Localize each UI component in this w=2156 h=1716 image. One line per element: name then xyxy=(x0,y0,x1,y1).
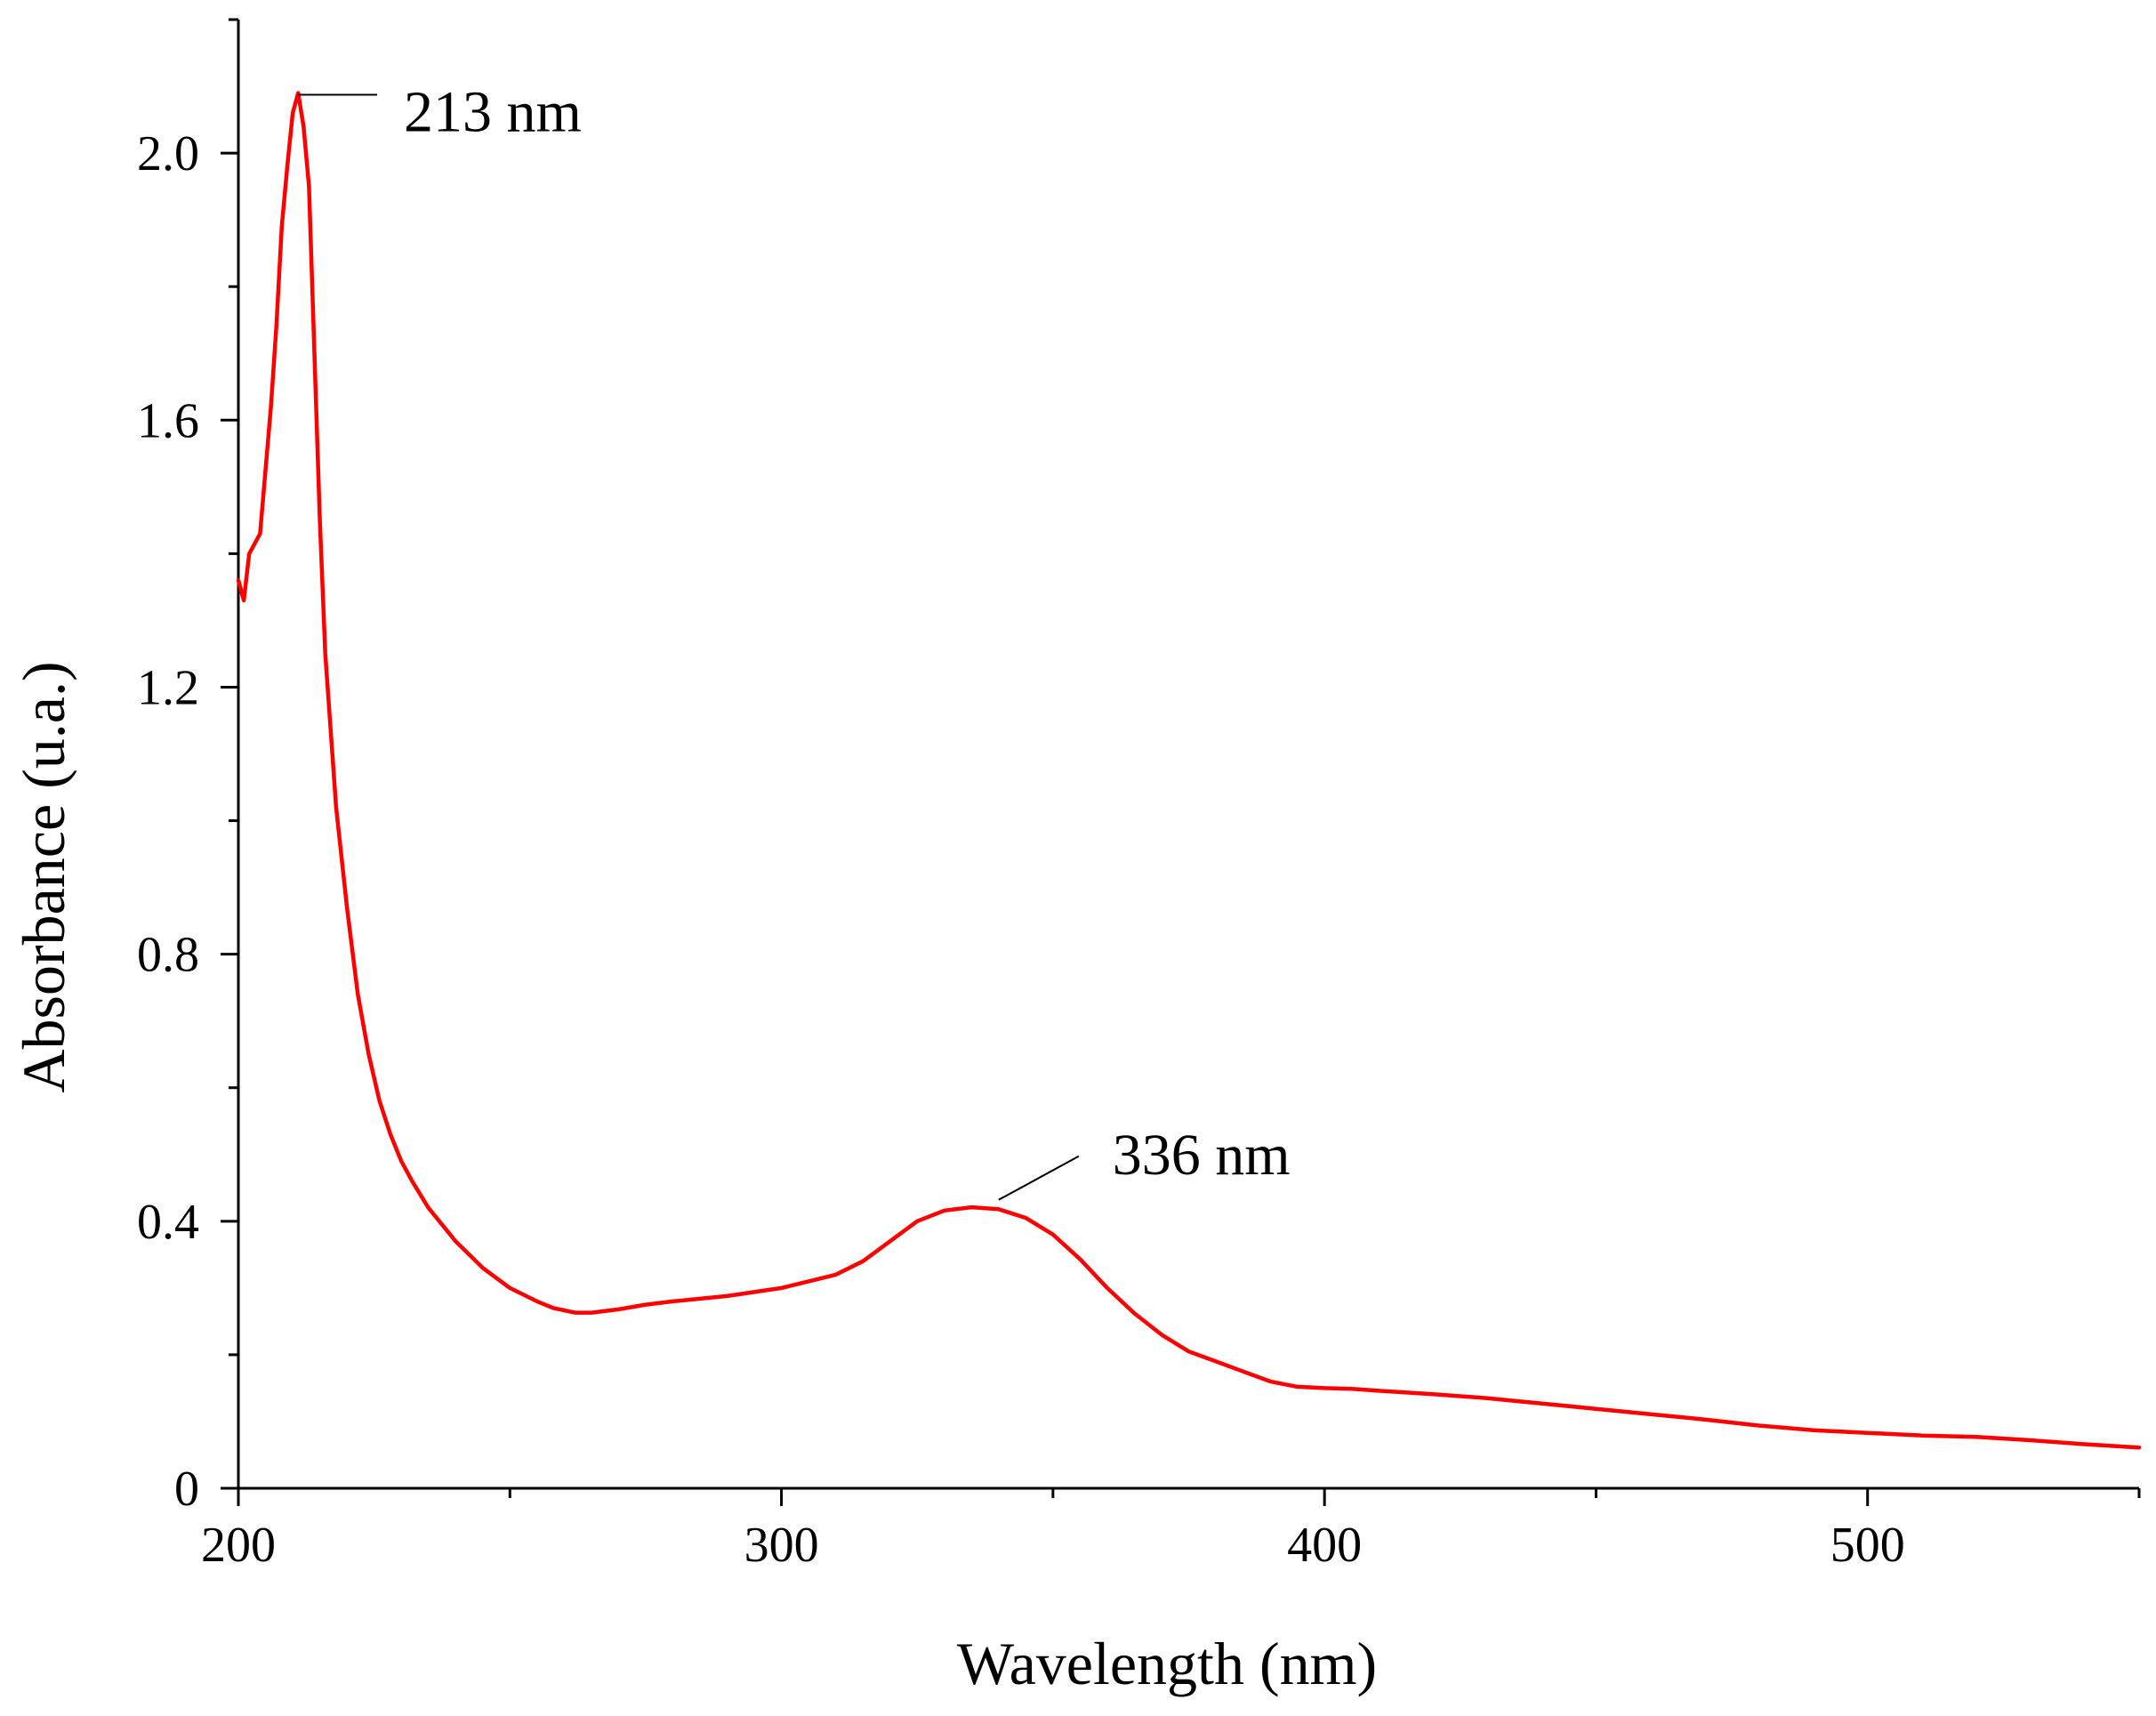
x-tick-label: 300 xyxy=(744,1518,819,1573)
y-tick-label: 1.2 xyxy=(137,660,199,715)
axes xyxy=(237,20,2139,1490)
y-tick-label: 2.0 xyxy=(137,126,199,181)
x-tick-label: 400 xyxy=(1287,1518,1362,1573)
annotations: 213 nm 336 nm xyxy=(298,80,1291,1201)
x-tick-label: 200 xyxy=(201,1518,276,1573)
peak-336-leader xyxy=(998,1155,1080,1201)
peak-213-label: 213 nm xyxy=(404,80,582,145)
absorbance-curve xyxy=(236,91,2142,1450)
y-tick-label: 0.8 xyxy=(137,928,199,983)
y-axis-title: Absorbance (u.a.) xyxy=(10,661,77,1092)
ticks: 200 300 400 500 0 0.4 0.8 1.2 1.6 2.0 xyxy=(137,18,2141,1573)
x-tick-label: 500 xyxy=(1830,1518,1905,1573)
y-tick-label: 0 xyxy=(174,1462,199,1517)
y-tick-label: 0.4 xyxy=(137,1195,199,1250)
series-layer xyxy=(236,91,2142,1450)
peak-336-label: 336 nm xyxy=(1113,1123,1291,1188)
x-axis-title: Wavelength (nm) xyxy=(957,1630,1377,1697)
y-tick-label: 1.6 xyxy=(137,393,199,448)
